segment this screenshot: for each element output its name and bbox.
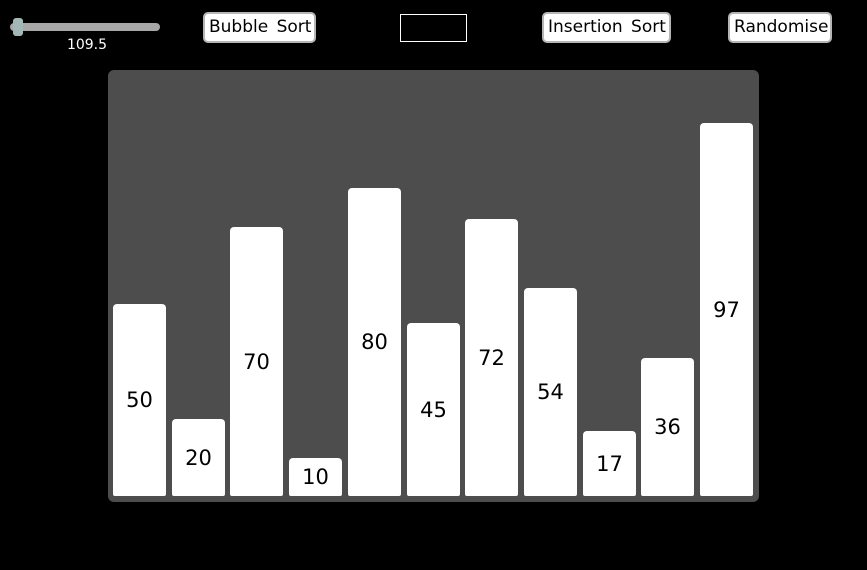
status-box bbox=[400, 14, 467, 42]
bar-1: 20 bbox=[172, 419, 225, 496]
bar-9: 36 bbox=[641, 358, 694, 496]
bar-value-label-8: 17 bbox=[596, 451, 623, 476]
bubble-sort-button[interactable]: Bubble Sort bbox=[203, 12, 316, 43]
bar-0: 50 bbox=[113, 304, 166, 496]
randomise-button[interactable]: Randomise bbox=[728, 12, 832, 43]
bar-10: 97 bbox=[700, 123, 753, 496]
bar-value-label-10: 97 bbox=[713, 297, 740, 322]
bar-value-label-0: 50 bbox=[126, 388, 153, 412]
bar-value-label-5: 45 bbox=[420, 397, 447, 422]
bar-value-label-3: 10 bbox=[302, 465, 329, 489]
bar-5: 45 bbox=[407, 323, 460, 496]
bar-8: 17 bbox=[583, 431, 636, 496]
bar-7: 54 bbox=[524, 288, 577, 496]
bar-value-label-6: 72 bbox=[478, 345, 505, 370]
bar-4: 80 bbox=[348, 188, 401, 496]
insertion-sort-button[interactable]: Insertion Sort bbox=[542, 12, 671, 43]
speed-slider-value: 109.5 bbox=[66, 37, 108, 53]
bar-value-label-9: 36 bbox=[654, 415, 681, 439]
bar-value-label-1: 20 bbox=[185, 445, 212, 470]
bar-value-label-2: 70 bbox=[243, 349, 270, 374]
speed-slider-thumb[interactable] bbox=[12, 18, 23, 36]
bar-value-label-4: 80 bbox=[361, 330, 388, 354]
bar-chart-panel: 50 20 70 10 80 45 72 54 17 36 97 bbox=[108, 70, 759, 502]
speed-slider-track[interactable] bbox=[10, 23, 160, 31]
speed-slider[interactable] bbox=[10, 18, 162, 38]
bar-3: 10 bbox=[289, 458, 342, 496]
bar-value-label-7: 54 bbox=[537, 380, 564, 404]
bar-6: 72 bbox=[465, 219, 518, 496]
bar-2: 70 bbox=[230, 227, 283, 496]
